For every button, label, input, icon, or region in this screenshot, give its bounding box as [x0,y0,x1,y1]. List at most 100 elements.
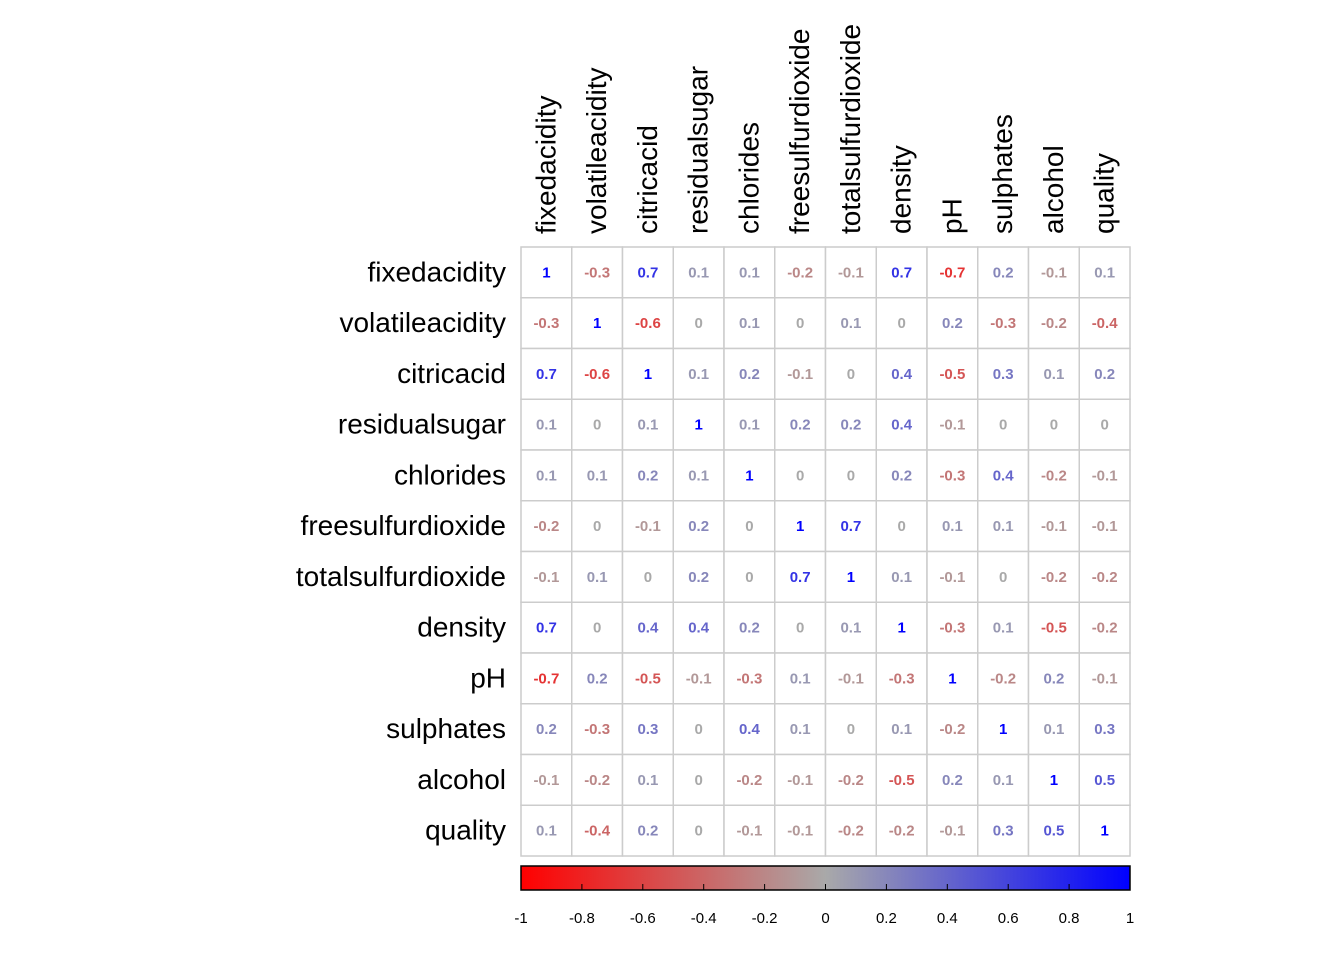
matrix-cell [1027,398,1080,451]
cell-value: 0 [897,518,905,535]
cell-value: 0.1 [688,467,709,484]
cell-value: 0.2 [536,721,557,738]
cell-value: 0 [694,721,702,738]
cell-value: -0.3 [939,467,965,484]
column-label-sulphates: sulphates [987,114,1018,234]
cell-value: 0.1 [1094,264,1115,281]
cell-value: 0.1 [536,823,557,840]
cell-value: 0.1 [840,620,861,637]
cell-value: 0.4 [891,417,913,434]
cell-value: 0 [847,366,855,383]
matrix-cell [571,753,624,806]
cell-value: -0.5 [1041,620,1067,637]
cell-value: 1 [745,467,753,484]
cell-value: -0.2 [838,823,864,840]
cell-value: -0.2 [889,823,915,840]
cell-value: 1 [796,518,804,535]
cell-value: -0.6 [635,315,661,332]
cell-value: 1 [1100,823,1108,840]
matrix-cell [875,246,928,299]
cell-value: -0.1 [686,670,712,687]
cell-value: 0.2 [891,467,912,484]
cell-value: 0.1 [536,417,557,434]
matrix-cell [774,652,827,705]
cell-value: -0.1 [939,569,965,586]
matrix-cells: 1 -0.3 0.7 0.1 0.1 -0.2 -0.1 0.7 -0.7 0.2 -0.1 0.1 -… [520,246,1131,857]
cell-value: -0.1 [635,518,661,535]
cell-value: 0.5 [1094,772,1115,789]
cell-value: 0.1 [891,721,912,738]
cell-value: 1 [948,670,956,687]
matrix-cell [774,246,827,299]
cell-value: 1 [897,620,905,637]
cell-value: -0.2 [1041,569,1067,586]
cell-value: -0.1 [1041,518,1067,535]
cell-value: 0.7 [536,620,557,637]
matrix-cell [1078,246,1131,299]
column-label-density: density [886,145,917,234]
cell-value: 0 [593,417,601,434]
cell-value: 0.7 [536,366,557,383]
matrix-cell [1078,500,1131,553]
colorbar-tick-label: -0.8 [569,910,595,927]
colorbar-tick-label: -0.6 [630,910,656,927]
colorbar-tick-label: -0.2 [752,910,778,927]
matrix-cell [520,398,573,451]
cell-value: -0.1 [939,417,965,434]
matrix-cell [723,347,776,400]
cell-value: -0.2 [1092,620,1118,637]
matrix-cell [571,550,624,603]
column-label-freesulfurdioxide: freesulfurdioxide [784,29,815,234]
matrix-cell [672,601,725,654]
matrix-cell [520,500,573,553]
matrix-cell [723,449,776,502]
matrix-cell [1078,703,1131,756]
row-label-volatileacidity: volatileacidity [339,307,506,338]
cell-value: 0.7 [637,264,658,281]
cell-value: 0.4 [891,366,913,383]
cell-value: 0 [897,315,905,332]
cell-value: -0.1 [1092,518,1118,535]
cell-value: -0.3 [584,264,610,281]
row-label-chlorides: chlorides [394,459,506,490]
matrix-cell [926,753,979,806]
cell-value: 0.4 [739,721,761,738]
colorbar: -1 -0.8 -0.6 -0.4 -0.2 0 0.2 0.4 0.6 0.8 1 [514,865,1134,927]
cell-value: -0.1 [838,670,864,687]
column-label-citricacid: citricacid [632,125,663,234]
cell-value: -0.2 [584,772,610,789]
cell-value: 0.1 [536,467,557,484]
matrix-cell [875,500,928,553]
cell-value: 1 [644,366,652,383]
cell-value: -0.1 [533,569,559,586]
cell-value: 0.2 [688,518,709,535]
cell-value: 0.1 [739,264,760,281]
cell-value: 1 [847,569,855,586]
matrix-cell [520,652,573,705]
cell-value: -0.7 [533,670,559,687]
row-label-fixedacidity: fixedacidity [367,256,506,287]
matrix-cell [824,297,877,350]
matrix-cell [1078,601,1131,654]
matrix-cell [621,601,674,654]
colorbar-tick-label: 0.8 [1059,910,1080,927]
cell-value: 0.1 [739,417,760,434]
cell-value: 0.2 [739,620,760,637]
matrix-cell [621,550,674,603]
cell-value: 0.1 [891,569,912,586]
cell-value: -0.1 [1041,264,1067,281]
matrix-cell [824,500,877,553]
matrix-cell [875,703,928,756]
cell-value: 1 [1050,772,1058,789]
colorbar-tick-label: 1 [1126,910,1134,927]
matrix-cell [1027,297,1080,350]
matrix-cell [723,550,776,603]
colorbar-tick-label: -0.4 [691,910,717,927]
cell-value: 0.2 [993,264,1014,281]
column-labels: fixedacidity volatileacidity citricacid res… [530,24,1119,234]
cell-value: 0 [796,315,804,332]
colorbar-tick-label: 0.6 [998,910,1019,927]
cell-value: 0 [847,467,855,484]
cell-value: -0.2 [736,772,762,789]
